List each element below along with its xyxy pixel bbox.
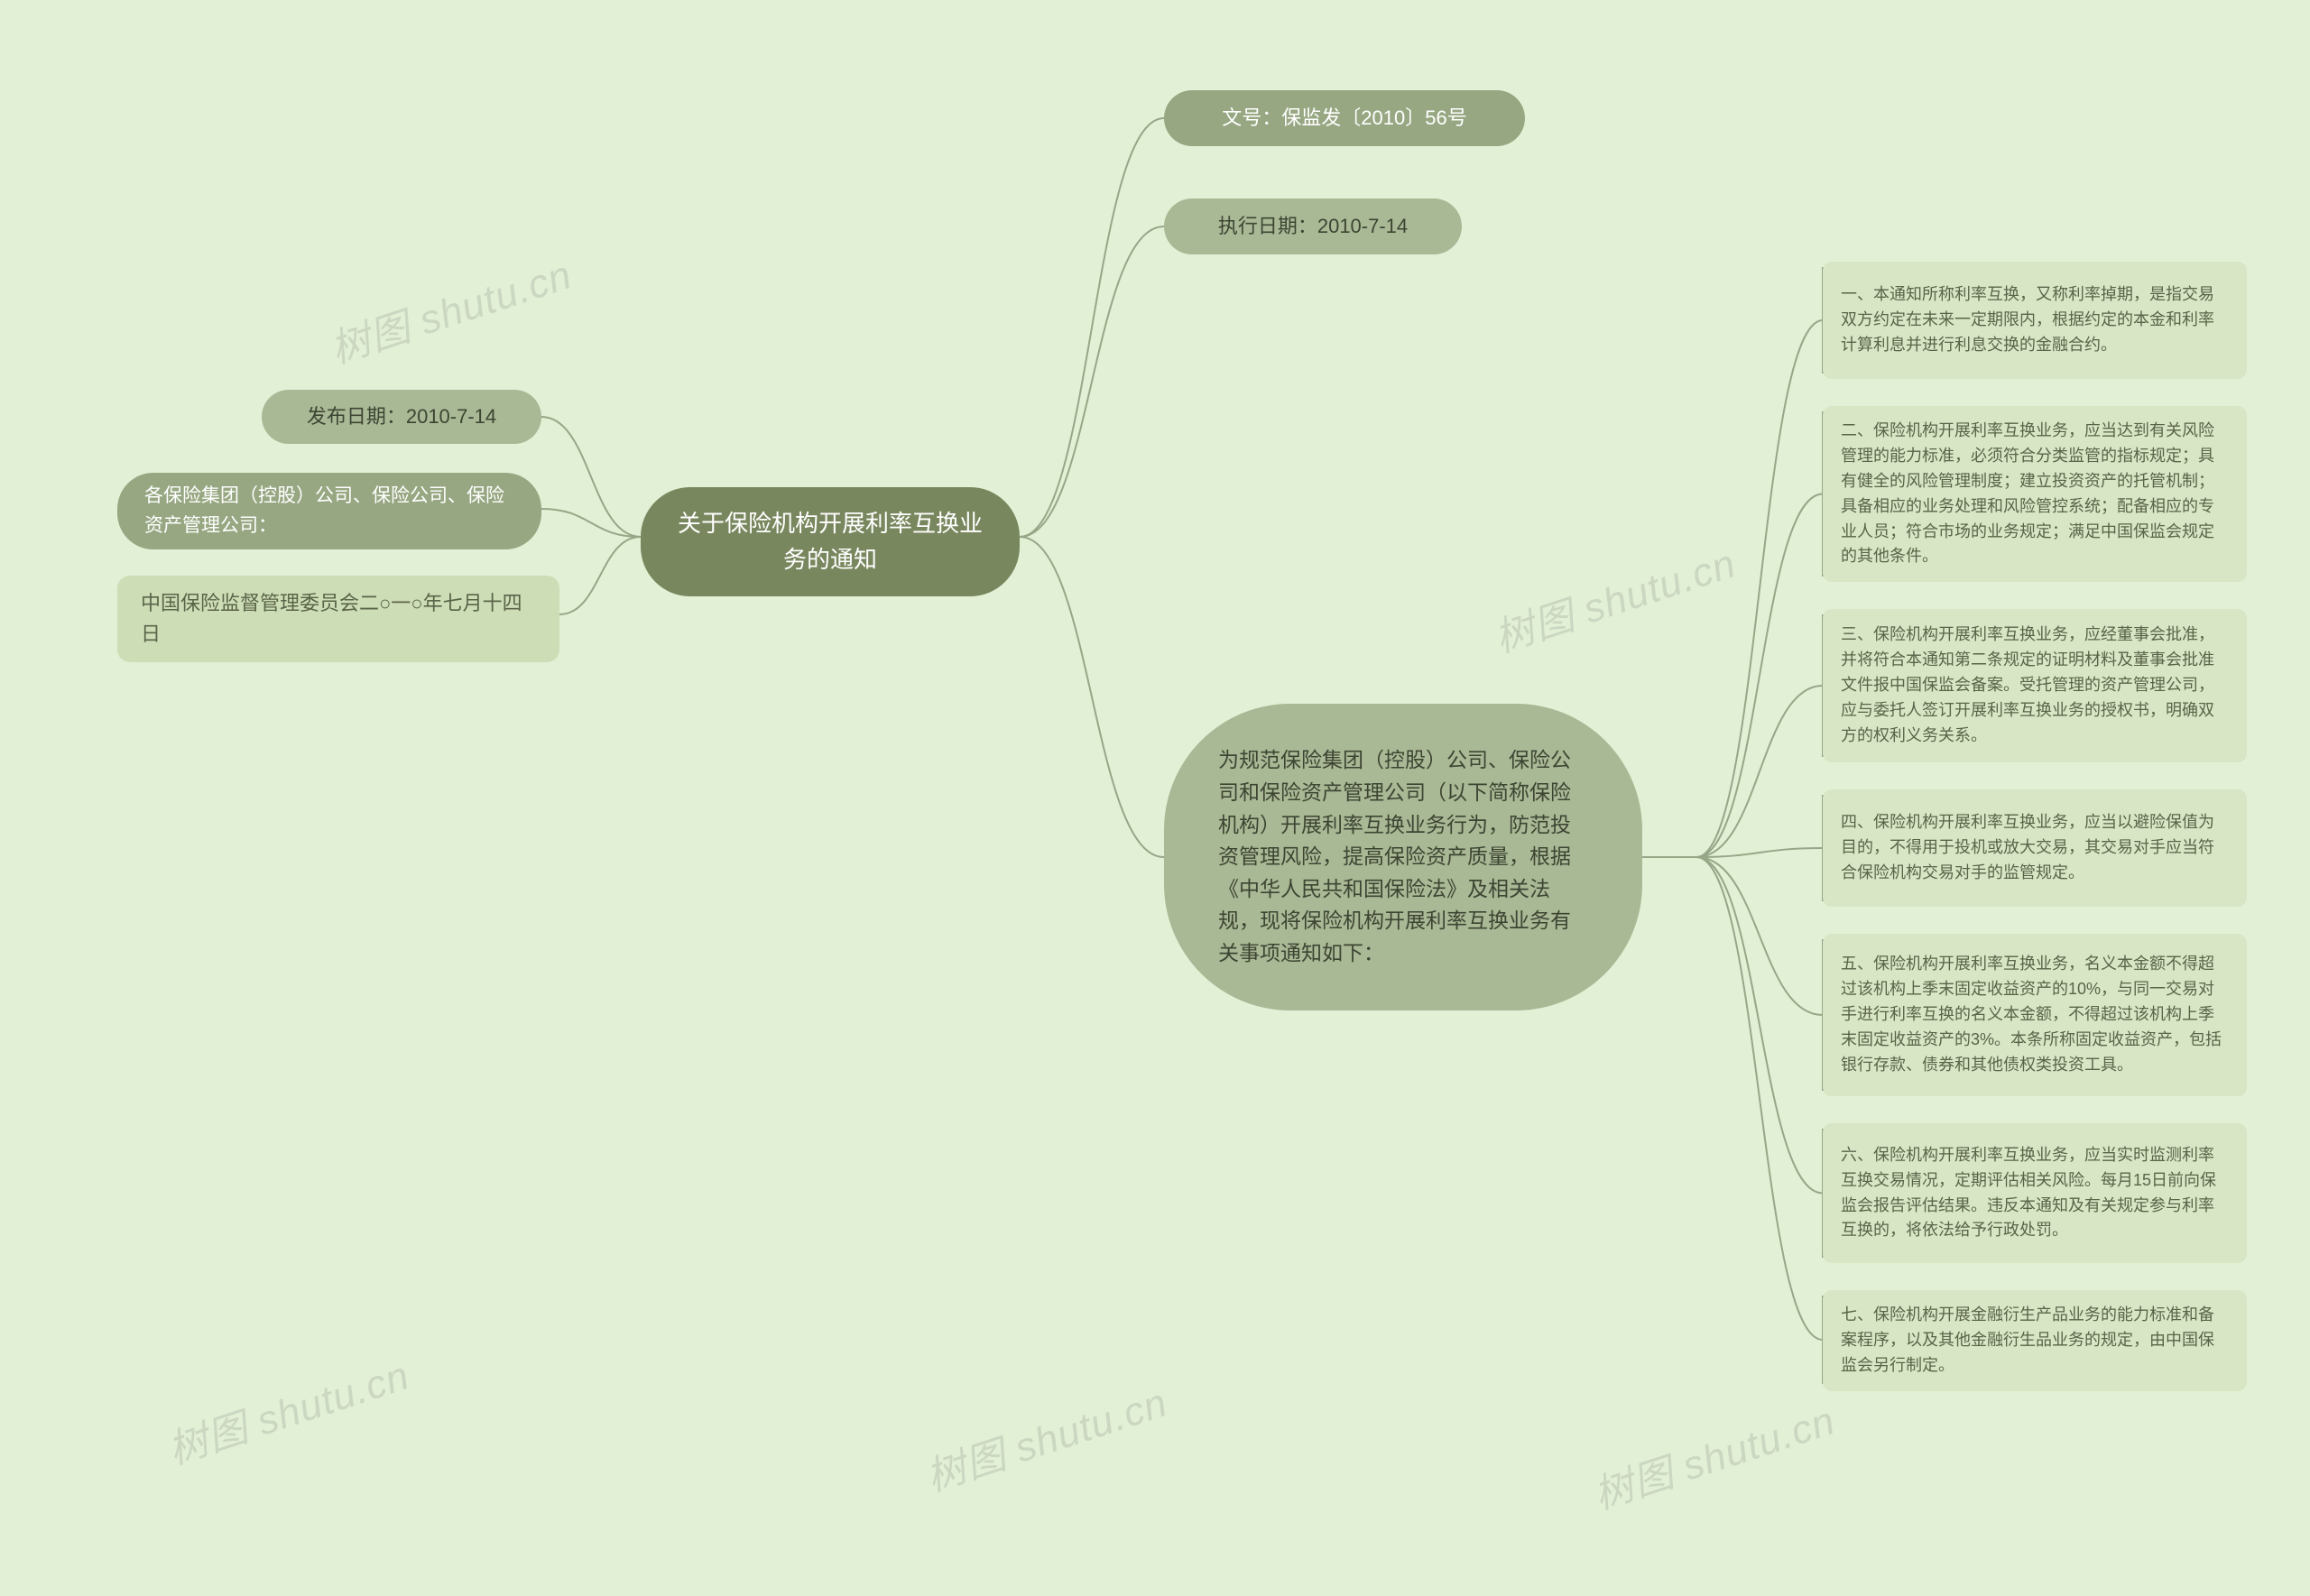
connector	[1696, 857, 1823, 1340]
connector	[1696, 857, 1823, 1194]
watermark: 树图 shutu.cn	[1486, 531, 1742, 664]
connector	[541, 417, 641, 537]
connector	[1696, 686, 1823, 857]
connector	[559, 537, 641, 614]
node-preamble[interactable]: 为规范保险集团（控股）公司、保险公司和保险资产管理公司（以下简称保险机构）开展利…	[1164, 704, 1642, 1010]
connector	[1696, 320, 1823, 857]
mindmap-canvas: 树图 shutu.cn 树图 shutu.cn 树图 shutu.cn 树图 shut…	[0, 0, 2310, 1596]
node-execdate[interactable]: 执行日期：2010-7-14	[1164, 198, 1462, 254]
node-pubdate[interactable]: 发布日期：2010-7-14	[262, 390, 541, 444]
node-docnum[interactable]: 文号：保监发〔2010〕56号	[1164, 90, 1525, 146]
watermark: 树图 shutu.cn	[1585, 1388, 1842, 1521]
connector	[1020, 537, 1164, 857]
node-d6[interactable]: 六、保险机构开展利率互换业务，应当实时监测利率互换交易情况，定期评估相关风险。每…	[1823, 1123, 2247, 1263]
watermark: 树图 shutu.cn	[918, 1370, 1174, 1503]
node-d2[interactable]: 二、保险机构开展利率互换业务，应当达到有关风险管理的能力标准，必须符合分类监管的…	[1823, 406, 2247, 582]
node-root[interactable]: 关于保险机构开展利率互换业务的通知	[641, 487, 1020, 596]
connector	[541, 509, 641, 537]
connector	[1696, 857, 1823, 1015]
connector	[1696, 848, 1823, 857]
node-issuer[interactable]: 中国保险监督管理委员会二○一○年七月十四日	[117, 576, 559, 662]
node-d7[interactable]: 七、保险机构开展金融衍生产品业务的能力标准和备案程序，以及其他金融衍生品业务的规…	[1823, 1290, 2247, 1391]
node-d4[interactable]: 四、保险机构开展利率互换业务，应当以避险保值为目的，不得用于投机或放大交易，其交…	[1823, 789, 2247, 907]
connector	[1020, 118, 1164, 537]
watermark: 树图 shutu.cn	[322, 243, 578, 375]
node-recipients[interactable]: 各保险集团（控股）公司、保险公司、保险资产管理公司：	[117, 473, 541, 549]
node-d3[interactable]: 三、保险机构开展利率互换业务，应经董事会批准，并将符合本通知第二条规定的证明材料…	[1823, 609, 2247, 762]
node-d1[interactable]: 一、本通知所称利率互换，又称利率掉期，是指交易双方约定在未来一定期限内，根据约定…	[1823, 262, 2247, 379]
connector	[1020, 226, 1164, 537]
node-d5[interactable]: 五、保险机构开展利率互换业务，名义本金额不得超过该机构上季末固定收益资产的10%…	[1823, 934, 2247, 1096]
watermark: 树图 shutu.cn	[160, 1343, 416, 1476]
connector	[1696, 494, 1823, 858]
